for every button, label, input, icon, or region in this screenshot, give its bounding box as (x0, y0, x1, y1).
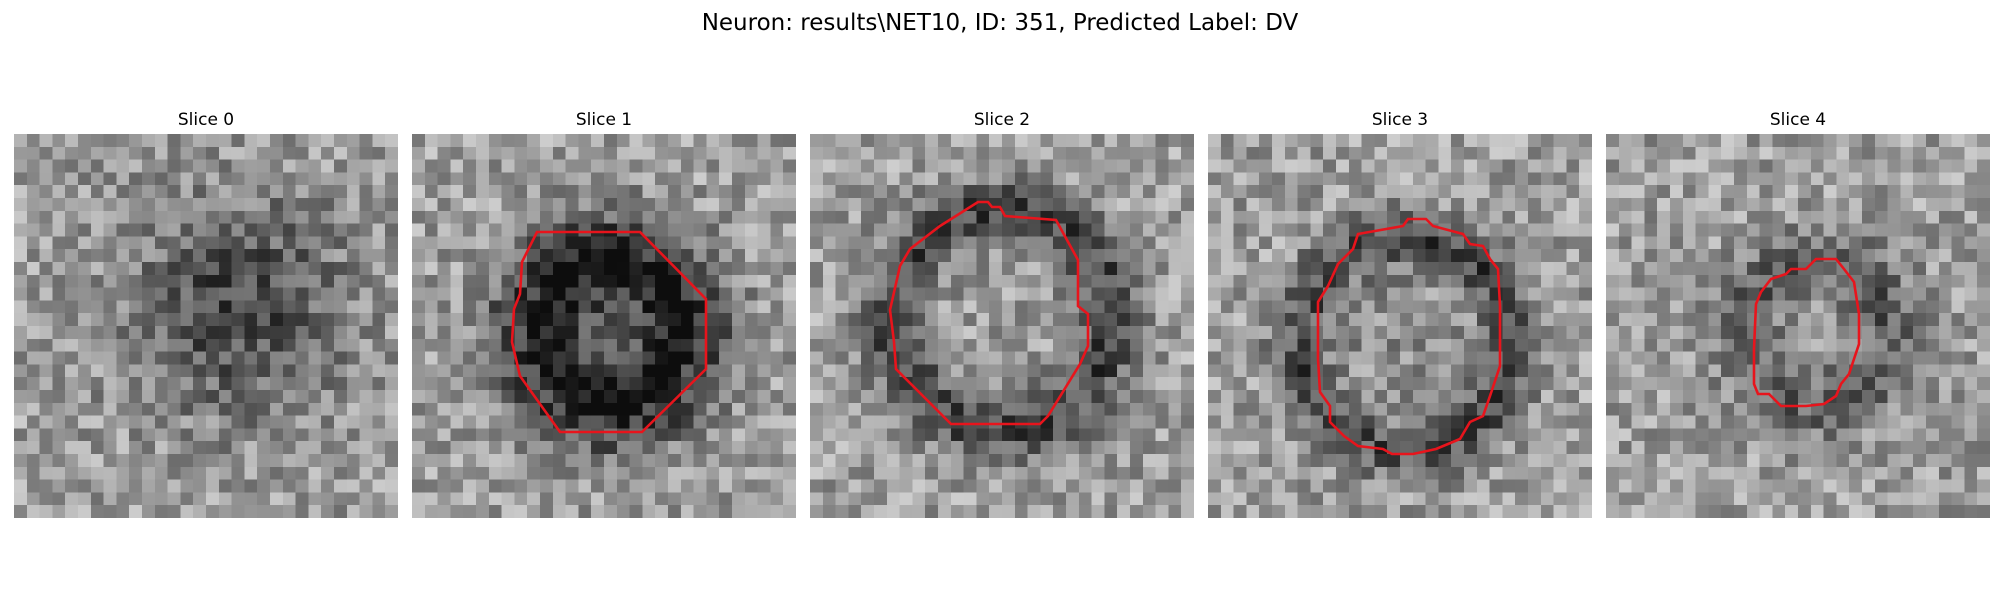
slice-image (412, 134, 796, 518)
slice-panel-3: Slice 3 (1208, 108, 1592, 518)
slice-panel-0: Slice 0 (14, 108, 398, 518)
slice-image (14, 134, 398, 518)
figure-title: Neuron: results\NET10, ID: 351, Predicte… (701, 10, 1299, 36)
slice-title: Slice 1 (575, 110, 633, 130)
slice-title: Slice 4 (1769, 110, 1827, 130)
slice-image (810, 134, 1194, 518)
slice-panel-2: Slice 2 (810, 108, 1194, 518)
slice-title: Slice 2 (973, 110, 1031, 130)
slice-title: Slice 3 (1371, 110, 1429, 130)
slice-panel-4: Slice 4 (1606, 108, 1990, 518)
slice-image (1208, 134, 1592, 518)
slice-image (1606, 134, 1990, 518)
slice-title: Slice 0 (177, 110, 235, 130)
slice-panel-1: Slice 1 (412, 108, 796, 518)
